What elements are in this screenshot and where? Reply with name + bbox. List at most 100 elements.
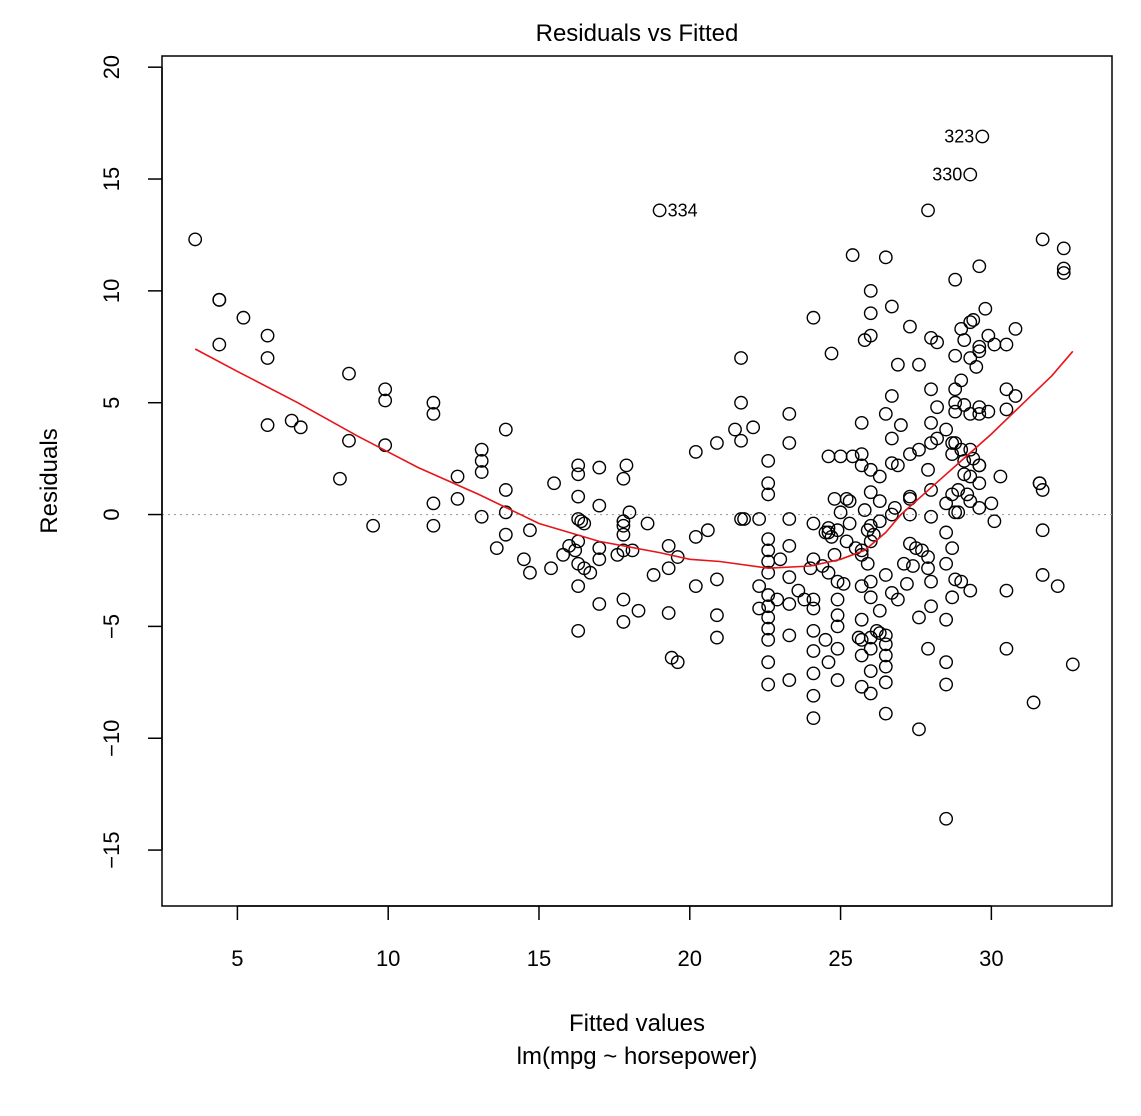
data-point	[863, 574, 878, 589]
x-tick-label: 15	[527, 946, 551, 971]
data-point	[854, 679, 869, 694]
data-point	[1056, 241, 1071, 256]
data-point	[592, 597, 607, 611]
data-point	[806, 623, 821, 638]
data-point	[577, 516, 592, 531]
data-point	[863, 306, 878, 321]
data-point	[842, 494, 857, 509]
data-point	[878, 659, 893, 674]
data-point	[884, 507, 899, 522]
data-point	[872, 514, 887, 529]
data-point	[951, 483, 966, 497]
data-point	[878, 675, 893, 690]
data-point	[972, 406, 987, 421]
data-point	[342, 366, 356, 381]
data-point	[474, 453, 489, 468]
data-point	[836, 576, 851, 591]
data-point	[878, 568, 893, 582]
data-point	[912, 357, 926, 372]
y-tick-label: −5	[99, 614, 124, 639]
data-point	[592, 460, 607, 475]
data-point	[890, 357, 905, 372]
y-axis-label: Residuals	[36, 428, 63, 533]
data-point	[963, 442, 978, 457]
data-point	[568, 543, 583, 558]
data-point	[924, 599, 938, 614]
data-point	[854, 648, 869, 663]
y-tick-label: 15	[99, 167, 124, 191]
data-point	[860, 556, 875, 571]
data-point	[972, 476, 987, 491]
data-point	[661, 538, 676, 553]
data-point	[616, 518, 631, 533]
data-point	[592, 552, 607, 567]
data-point	[782, 570, 797, 585]
data-point	[426, 395, 441, 410]
data-point	[869, 623, 884, 638]
data-point	[782, 406, 797, 421]
data-point	[1065, 657, 1080, 672]
data-point	[890, 592, 905, 607]
data-point	[878, 637, 893, 652]
data-point	[1050, 579, 1065, 594]
data-point	[884, 299, 899, 314]
x-axis: 5 10 15 20 25 30	[231, 905, 1004, 971]
data-point	[963, 406, 978, 421]
data-point	[734, 433, 748, 448]
data-point	[897, 556, 911, 571]
data-point	[426, 406, 441, 421]
data-point	[939, 655, 954, 670]
data-point	[890, 458, 905, 473]
data-point	[884, 431, 899, 446]
data-point	[260, 328, 275, 343]
data-point	[761, 476, 776, 491]
data-point	[963, 494, 978, 509]
data-point	[498, 422, 513, 437]
data-point	[547, 476, 561, 491]
data-point	[450, 469, 465, 484]
data-point	[426, 496, 441, 511]
data-point	[945, 541, 960, 556]
data-point	[761, 599, 776, 614]
data-point	[939, 612, 954, 627]
data-point	[761, 621, 776, 636]
data-point	[842, 516, 857, 531]
data-point	[523, 565, 537, 580]
data-point	[212, 292, 227, 307]
data-point	[752, 512, 767, 526]
x-axis-sublabel: lm(mpg ~ horsepower)	[517, 1043, 758, 1070]
data-point	[863, 518, 878, 533]
data-point	[616, 527, 631, 542]
data-point	[893, 418, 908, 432]
data-point	[761, 677, 776, 692]
data-point	[830, 523, 845, 538]
data-point	[661, 606, 676, 620]
data-point	[948, 272, 963, 287]
data-point	[746, 420, 761, 435]
data-point	[737, 512, 751, 526]
data-point	[571, 623, 586, 638]
data-point	[571, 579, 586, 594]
data-point	[863, 590, 878, 605]
point-label: 323	[944, 127, 974, 147]
data-point	[474, 509, 489, 524]
data-point	[710, 572, 724, 587]
data-point	[921, 641, 935, 656]
data-point	[761, 610, 776, 625]
y-tick-label: −15	[99, 831, 124, 868]
data-point	[761, 487, 776, 502]
data-point	[987, 337, 1002, 352]
data-point	[854, 447, 869, 462]
data-point	[921, 462, 935, 477]
data-point	[489, 541, 504, 556]
data-point	[912, 722, 926, 737]
data-point	[878, 406, 893, 421]
data-point	[761, 565, 776, 580]
data-point	[999, 402, 1014, 417]
data-point	[616, 471, 631, 486]
data-point	[978, 301, 993, 316]
data-point	[963, 583, 978, 598]
data-point	[972, 339, 987, 354]
data-point	[474, 442, 489, 457]
